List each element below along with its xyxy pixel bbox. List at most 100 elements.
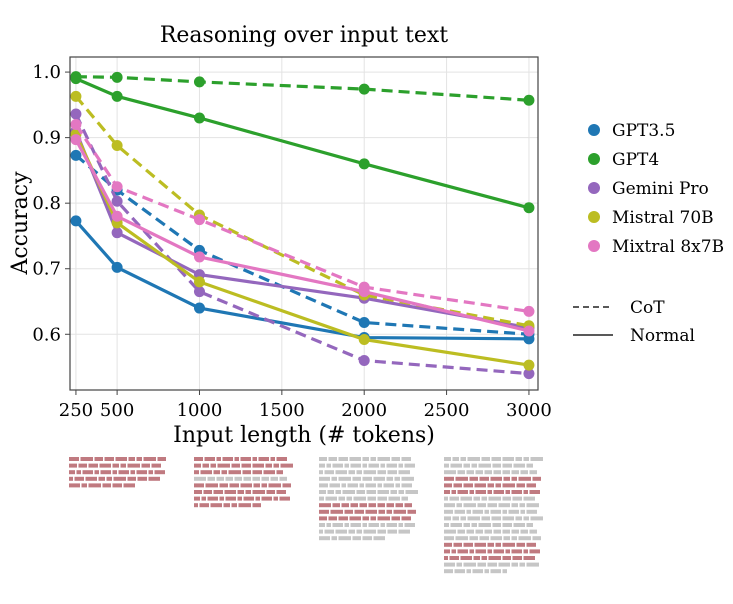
thumbnail-word [237, 490, 244, 494]
thumbnail-word [378, 509, 385, 514]
thumbnail-word [491, 457, 501, 461]
legend-label: GPT4 [612, 150, 659, 170]
x-tick-label: 1500 [259, 400, 305, 421]
x-tick-label: 1000 [177, 400, 223, 421]
thumbnail-word [319, 523, 325, 527]
thumbnail-word [268, 483, 281, 488]
thumbnail-word [529, 490, 540, 494]
thumbnail-word [201, 496, 206, 501]
thumbnail-word [467, 457, 480, 461]
thumbnail-word [513, 523, 525, 527]
thumbnail-word [502, 483, 515, 488]
thumbnail-word [377, 496, 387, 501]
thumbnail-word [157, 457, 166, 461]
thumbnail-word [502, 542, 515, 547]
thumbnail-word [401, 516, 411, 521]
thumbnail-word [471, 523, 477, 527]
thumbnail-word [213, 470, 220, 475]
series-line-gemini-pro-cot [74, 113, 530, 376]
thumbnail-word [335, 470, 347, 475]
thumbnail-word [328, 457, 337, 461]
thumbnail-word [319, 536, 330, 541]
thumbnail-word [231, 463, 240, 468]
thumbnail-word [88, 483, 101, 488]
x-tick-label: 500 [100, 400, 134, 421]
thumbnail-word [348, 470, 355, 475]
thumbnail-word [363, 529, 376, 534]
thumbnail-word [503, 536, 510, 541]
thumbnail-word [390, 490, 397, 494]
thumbnail-word [130, 470, 135, 475]
thumbnail-word [365, 509, 377, 514]
thumbnail-word [487, 490, 492, 494]
thumbnail-word [502, 496, 511, 501]
data-point [358, 83, 370, 95]
thumbnail-word [204, 457, 215, 461]
thumbnail-word [457, 549, 468, 554]
data-point [358, 355, 370, 367]
thumbnail-word [463, 562, 476, 567]
thumbnail-word [401, 483, 412, 488]
thumbnail-word [508, 509, 519, 514]
thumbnail-word [210, 503, 222, 508]
thumbnail-word [261, 476, 269, 481]
thumbnail-word [457, 529, 465, 534]
thumbnail-word [469, 549, 474, 554]
thumbnail-word [263, 470, 275, 475]
thumbnail-word [221, 470, 227, 475]
thumbnail-word [69, 470, 75, 475]
thumbnail-word [348, 529, 355, 534]
thumbnail-word [475, 490, 486, 494]
thumbnail-word [373, 536, 385, 541]
data-point [358, 158, 370, 170]
thumbnail-word [387, 470, 397, 475]
thumbnail-word [386, 509, 392, 514]
thumbnail-word [332, 503, 340, 508]
thumbnail-word [88, 463, 98, 468]
thumbnail-word [324, 529, 334, 534]
data-point [193, 214, 205, 226]
thumbnail-word [216, 457, 221, 461]
thumbnail-word [526, 483, 536, 488]
thumbnail-word [342, 490, 355, 494]
thumbnail-word [475, 470, 483, 475]
thumbnail-word [241, 463, 251, 468]
thumbnail-word [505, 549, 510, 554]
thumbnail-word [511, 470, 519, 475]
thumbnail-word [341, 503, 349, 508]
thumbnail-word [523, 549, 528, 554]
thumbnail-word [473, 556, 480, 560]
y-tick-label: 0.8 [32, 193, 61, 214]
thumbnail-word [526, 542, 536, 547]
thumbnail-word [370, 457, 376, 461]
thumbnail-word [460, 457, 466, 461]
thumbnail-word [444, 523, 449, 527]
data-point [523, 333, 535, 345]
thumbnail-word [228, 470, 241, 475]
thumbnail-word [451, 549, 456, 554]
thumbnail-word [474, 542, 486, 547]
thumbnail-word [223, 503, 230, 508]
thumbnail-word [469, 476, 478, 481]
thumbnail-word [120, 463, 126, 468]
thumbnail-word [100, 470, 111, 475]
thumbnail-word [69, 463, 77, 468]
data-point [193, 76, 205, 88]
thumbnail-word [481, 556, 487, 560]
data-point [70, 149, 82, 161]
thumbnail-word [325, 496, 337, 501]
y-axis-label: Accuracy [8, 171, 33, 276]
thumbnail-word [532, 536, 541, 541]
thumbnail-word [328, 516, 337, 521]
thumbnail-word [380, 463, 385, 468]
thumbnail-word [444, 569, 453, 574]
thumbnail-word [353, 496, 366, 501]
thumbnail-word [444, 536, 454, 541]
thumbnail-word [493, 490, 504, 494]
thumbnail-word [473, 496, 480, 501]
thumbnail-word [444, 457, 451, 461]
data-point [111, 227, 123, 239]
thumbnail-word [253, 483, 260, 488]
x-axis-label: Input length (# tokens) [173, 423, 435, 448]
